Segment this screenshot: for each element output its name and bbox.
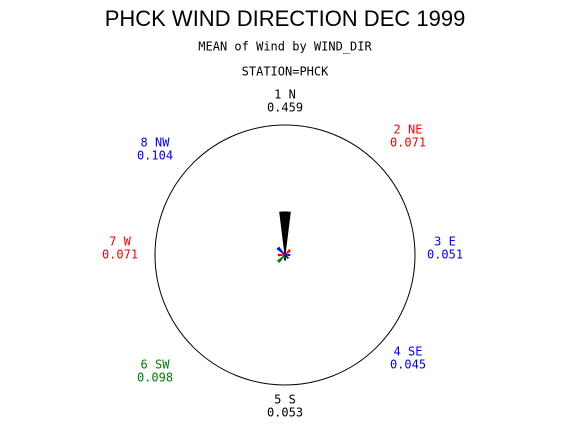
wedge	[283, 254, 287, 261]
outline-circle	[154, 124, 416, 386]
wedge	[279, 211, 291, 256]
direction-label: 7 W	[109, 235, 131, 249]
chart-title: PHCK WIND DIRECTION DEC 1999	[105, 6, 466, 31]
wedge	[277, 254, 286, 263]
wedge	[284, 249, 291, 256]
wedge	[276, 246, 286, 256]
wedge	[277, 253, 286, 257]
direction-label: 5 S	[274, 393, 296, 407]
value-label: 0.045	[390, 358, 426, 372]
value-label: 0.051	[427, 248, 463, 262]
wedge	[284, 254, 290, 260]
value-label: 0.104	[137, 149, 173, 163]
chart-subtitle: MEAN of Wind by WIND_DIR	[198, 40, 372, 54]
direction-label: 3 E	[434, 235, 456, 249]
direction-label: 1 N	[274, 88, 296, 102]
direction-label: 6 SW	[141, 358, 171, 372]
value-label: 0.098	[137, 371, 173, 385]
direction-label: 4 SE	[394, 345, 423, 359]
value-label: 0.053	[267, 406, 303, 420]
direction-label: 8 NW	[141, 136, 171, 150]
station-label: STATION=PHCK	[242, 65, 329, 79]
value-label: 0.459	[267, 101, 303, 115]
value-label: 0.071	[102, 248, 138, 262]
wedge	[284, 253, 291, 257]
value-label: 0.071	[390, 136, 426, 150]
direction-label: 2 NE	[394, 123, 423, 137]
